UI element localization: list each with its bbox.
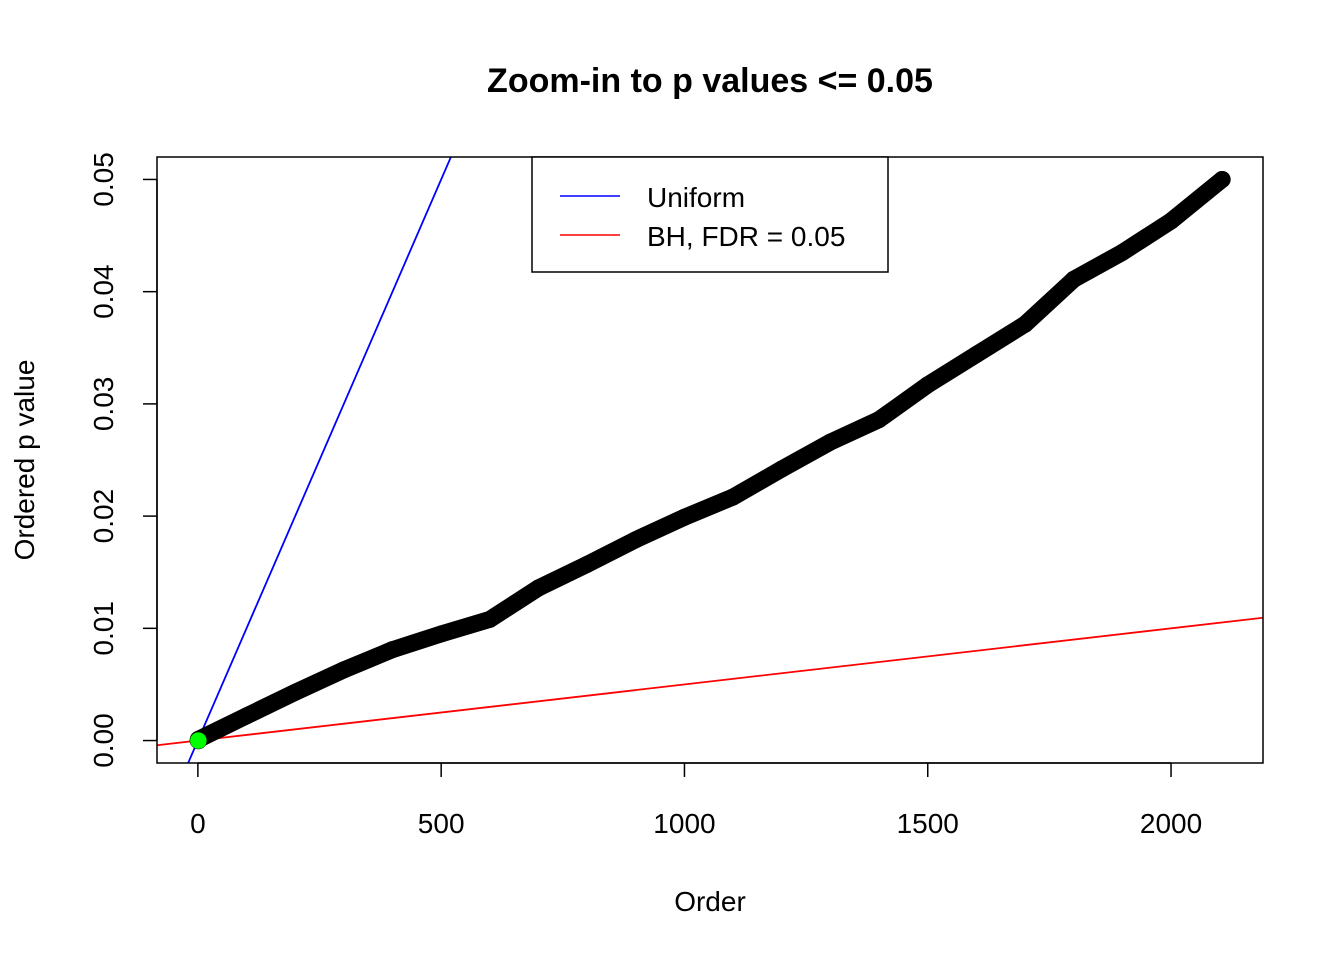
data-point (821, 433, 839, 451)
data-point (1162, 212, 1180, 230)
data-point (335, 661, 353, 679)
y-tick-label: 0.04 (88, 264, 119, 319)
y-tick-label: 0.05 (88, 152, 119, 207)
ordered-p-values-trace (189, 170, 1231, 748)
x-tick-label: 1500 (897, 808, 959, 839)
reference-line-uniform (187, 157, 452, 763)
significant-point (189, 731, 208, 750)
legend-label-uniform: Uniform (647, 182, 745, 213)
data-point (1065, 270, 1083, 288)
data-point (967, 346, 985, 364)
data-point (481, 610, 499, 628)
x-tick-label: 0 (190, 808, 206, 839)
x-axis-label: Order (674, 886, 746, 917)
reference-line-bh (157, 616, 1263, 747)
data-point (238, 707, 256, 725)
data-point (724, 488, 742, 506)
data-point (1113, 243, 1131, 261)
chart-title: Zoom-in to p values <= 0.05 (487, 62, 933, 100)
x-tick-label: 2000 (1140, 808, 1202, 839)
data-point (627, 531, 645, 549)
data-point (870, 411, 888, 429)
y-tick-label: 0.02 (88, 489, 119, 544)
data-point (919, 376, 937, 394)
x-tick-label: 1000 (653, 808, 715, 839)
data-point (675, 508, 693, 526)
y-tick-label: 0.00 (88, 713, 119, 768)
data-point (1213, 170, 1231, 188)
y-axis-label: Ordered p value (9, 360, 40, 561)
x-tick-label: 500 (418, 808, 465, 839)
data-point (1016, 315, 1034, 333)
y-tick-label: 0.01 (88, 601, 119, 656)
data-point (432, 625, 450, 643)
data-point (286, 683, 304, 701)
data-point (384, 641, 402, 659)
data-point (773, 460, 791, 478)
data-point (578, 555, 596, 573)
legend-box (531, 156, 889, 273)
y-tick-label: 0.03 (88, 377, 119, 432)
legend-label-bh: BH, FDR = 0.05 (647, 221, 845, 252)
data-point (529, 579, 547, 597)
legend: Uniform BH, FDR = 0.05 (531, 156, 889, 273)
